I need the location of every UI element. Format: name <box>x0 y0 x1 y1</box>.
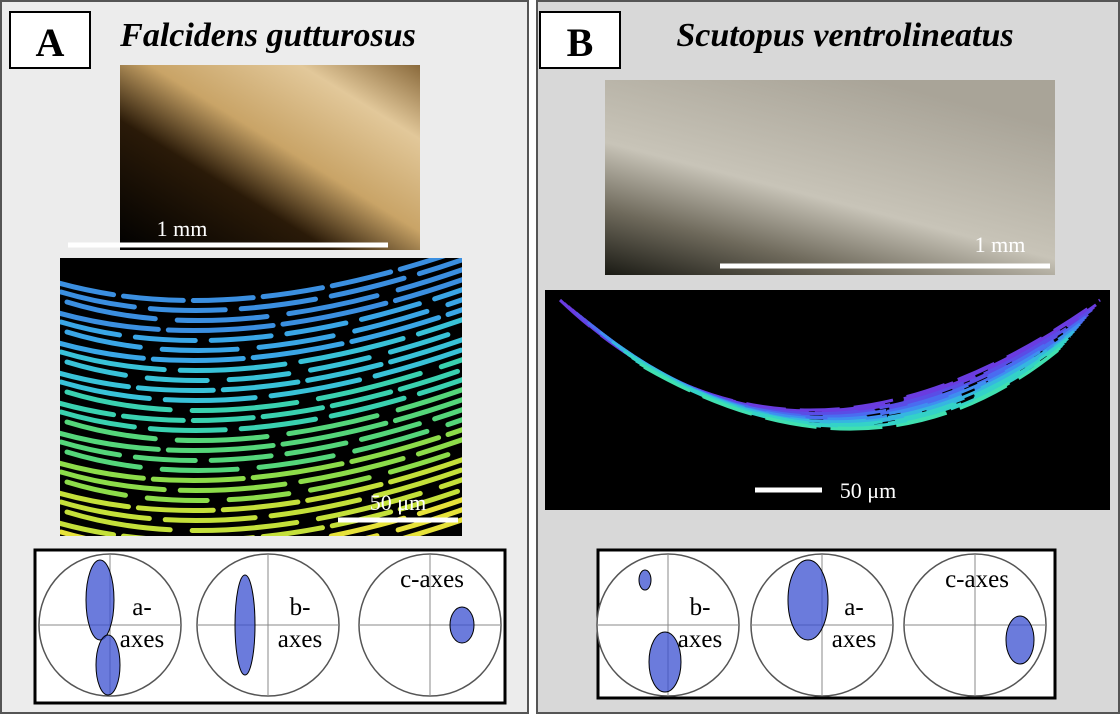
panel-title: Scutopus ventrolineatus <box>676 17 1013 54</box>
panel-label: A <box>36 20 65 65</box>
scale-label: 50 μm <box>370 490 426 515</box>
pole-label: b- <box>290 594 311 621</box>
density-blob <box>1006 616 1034 664</box>
figure: A B Falcidens gutturosus Scutopus ventro… <box>0 0 1120 714</box>
density-blob <box>639 570 651 590</box>
scale-label: 1 mm <box>975 232 1026 257</box>
scale-label: 50 μm <box>840 478 896 503</box>
pole-label: c-axes <box>945 566 1009 593</box>
pole-label: c-axes <box>400 566 464 593</box>
panel-title: Falcidens gutturosus <box>119 17 416 54</box>
density-blob <box>86 560 114 640</box>
pole-label: axes <box>678 626 722 653</box>
pole-label: a- <box>132 594 151 621</box>
panel-label: B <box>567 20 594 65</box>
pole-label: axes <box>832 626 876 653</box>
pole-label: a- <box>844 594 863 621</box>
density-blob <box>235 575 255 675</box>
density-blob <box>649 632 681 692</box>
density-blob <box>788 560 828 640</box>
density-blob <box>450 607 474 643</box>
ebsd-map <box>545 290 1110 510</box>
pole-label: axes <box>120 626 164 653</box>
pole-label: b- <box>690 594 711 621</box>
pole-label: axes <box>278 626 322 653</box>
density-blob <box>96 635 120 695</box>
scale-label: 1 mm <box>157 216 208 241</box>
